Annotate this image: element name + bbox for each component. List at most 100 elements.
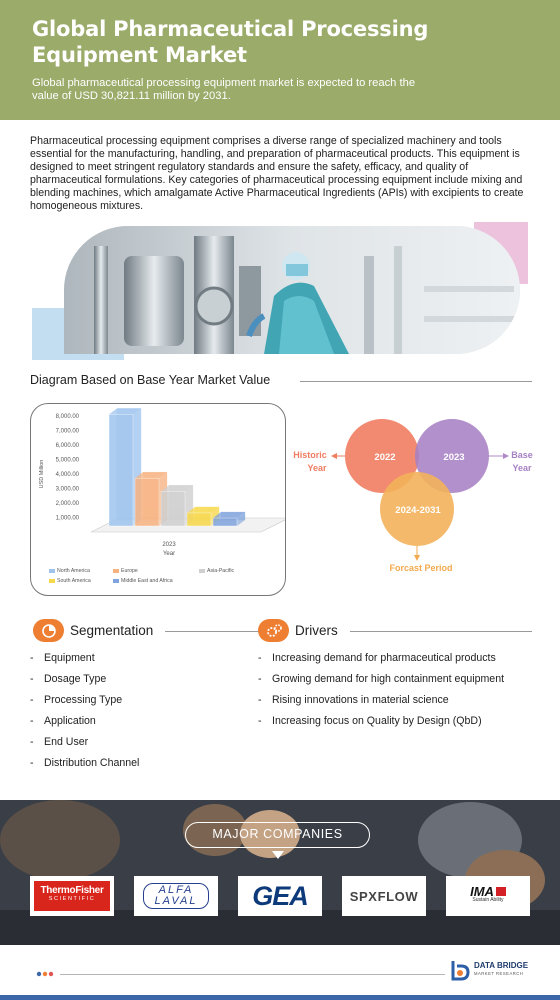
spxflow-text: SPXFLOW — [349, 888, 419, 904]
segmentation-item: Distribution Channel — [30, 757, 250, 769]
x-axis-label: Year — [163, 551, 175, 557]
legend-swatch — [49, 578, 55, 583]
year-venn-diagram: 2022 2023 2024-2031 Historic Year Base Y… — [293, 419, 533, 573]
y-tick-label: 3,000.00 — [56, 487, 80, 493]
legend-swatch — [49, 568, 55, 573]
legend-label: North America — [57, 568, 90, 574]
y-tick-label: 7,000.00 — [56, 429, 80, 435]
diagram-divider — [300, 381, 532, 382]
major-companies-pill: MAJOR COMPANIES — [185, 822, 370, 848]
y-tick-label: 4,000.00 — [56, 472, 80, 478]
driver-item: Growing demand for high containment equi… — [258, 673, 538, 685]
segmentation-icon — [33, 619, 64, 642]
forecast-period-circle — [380, 472, 454, 546]
historic-label-1: Historic — [293, 450, 327, 460]
bar-1 — [134, 477, 160, 527]
y-tick-label: 6,000.00 — [56, 443, 80, 449]
footer-dots-icon — [36, 971, 54, 977]
ima-tagline: Sustain Ability — [472, 897, 504, 903]
segmentation-list: Equipment Dosage Type Processing Type Appli… — [30, 652, 250, 778]
y-tick-label: 1,000.00 — [56, 516, 80, 522]
header-subtitle: Global pharmaceutical processing equipme… — [32, 77, 416, 102]
logo-ima: IMA Sustain Ability — [446, 876, 530, 916]
historic-year-value: 2022 — [374, 452, 395, 463]
base-year-circle — [415, 419, 489, 493]
ima-mark — [495, 887, 506, 896]
y-tick-label: 5,000.00 — [56, 458, 80, 464]
lab-photo — [64, 226, 520, 354]
footer-bar — [0, 995, 560, 1000]
forecast-period-value: 2024-2031 — [395, 505, 441, 516]
bar-2 — [160, 490, 186, 527]
alfa-laval-line2: LAVAL — [154, 895, 198, 907]
y-tick-label: 8,000.00 — [56, 414, 80, 420]
legend-label: Asia-Pacific — [207, 568, 235, 574]
drivers-divider — [350, 631, 532, 632]
bar-top-1 — [135, 472, 167, 479]
intro-paragraph: Pharmaceutical processing equipment comp… — [30, 135, 524, 212]
base-label-1: Base — [511, 450, 533, 460]
bar-top-2 — [161, 485, 193, 492]
legend-item: Asia-Pacific — [199, 568, 234, 574]
legend-item: South America — [49, 578, 91, 584]
segmentation-item: Processing Type — [30, 694, 250, 706]
segmentation-header: Segmentation — [33, 619, 153, 642]
bar-0 — [108, 414, 134, 527]
legend-swatch — [113, 578, 119, 583]
segmentation-item: End User — [30, 736, 250, 748]
drivers-title: Drivers — [295, 623, 338, 638]
footer-divider — [60, 974, 445, 975]
segmentation-item: Dosage Type — [30, 673, 250, 685]
segmentation-divider — [165, 631, 260, 632]
historic-year-circle — [345, 419, 419, 493]
base-label-2: Year — [512, 463, 532, 473]
major-companies-band: MAJOR COMPANIES ThermoFisher SCIENTIFIC … — [0, 800, 560, 945]
diagram-title: Diagram Based on Base Year Market Value — [30, 373, 277, 387]
drivers-list: Increasing demand for pharmaceutical pro… — [258, 652, 538, 736]
caret-down-icon — [272, 851, 284, 859]
x-category-label: 2023 — [162, 542, 176, 548]
bar-top-3 — [187, 506, 219, 513]
legend-label: South America — [57, 578, 91, 584]
y-axis-label: USD Million — [39, 460, 45, 489]
ima-text: IMA — [470, 884, 494, 899]
logo-alfa-laval: ALFA LAVAL — [134, 876, 218, 916]
bar-top-4 — [213, 512, 245, 519]
logo-spxflow: SPXFLOW — [342, 876, 426, 916]
driver-item: Rising innovations in material science — [258, 694, 538, 706]
page-title: Global Pharmaceutical Processing Equipme… — [32, 16, 528, 68]
footer-brand: DATA BRIDGE MARKET RESEARCH — [450, 959, 528, 981]
title-line-2: Equipment Market — [32, 43, 247, 67]
bar-3 — [186, 512, 212, 527]
databridge-logo-icon — [451, 961, 470, 981]
bar-top-0 — [109, 408, 141, 415]
forecast-label: Forcast Period — [389, 563, 452, 573]
bar-4 — [212, 517, 238, 527]
historic-label-2: Year — [307, 463, 327, 473]
drivers-header: Drivers — [258, 619, 338, 642]
header-banner: Global Pharmaceutical Processing Equipme… — [0, 0, 560, 120]
legend-swatch — [199, 568, 205, 573]
legend-item: Middle East and Africa — [113, 578, 173, 584]
logo-gea: GEA — [238, 876, 322, 916]
segmentation-title: Segmentation — [70, 623, 154, 638]
office-background — [0, 800, 560, 945]
lab-illustration — [64, 226, 520, 354]
driver-item: Increasing demand for pharmaceutical pro… — [258, 652, 538, 664]
y-tick-label: 2,000.00 — [56, 501, 80, 507]
drivers-icon — [258, 619, 289, 642]
bar-side-4 — [237, 512, 245, 526]
driver-item: Increasing focus on Quality by Design (Q… — [258, 715, 538, 727]
legend-swatch — [113, 568, 119, 573]
bar-chart: 1,000.00 2,000.00 3,000.00 4,000.00 5,000.00… — [39, 408, 285, 557]
base-year-value: 2023 — [443, 452, 464, 463]
segmentation-item: Equipment — [30, 652, 250, 664]
bar-chart-card: 1,000.00 2,000.00 3,000.00 4,000.00 5,000.00… — [30, 403, 286, 596]
legend-item: Europe — [113, 568, 138, 574]
legend-label: Europe — [121, 568, 138, 574]
thermofisher-line2: SCIENTIFIC — [48, 896, 96, 902]
lab-photo-block — [32, 222, 528, 362]
brand-line-2: MARKET RESEARCH — [474, 971, 524, 976]
logo-thermofisher: ThermoFisher SCIENTIFIC — [30, 876, 114, 916]
alfa-laval-line1: ALFA — [158, 884, 194, 896]
